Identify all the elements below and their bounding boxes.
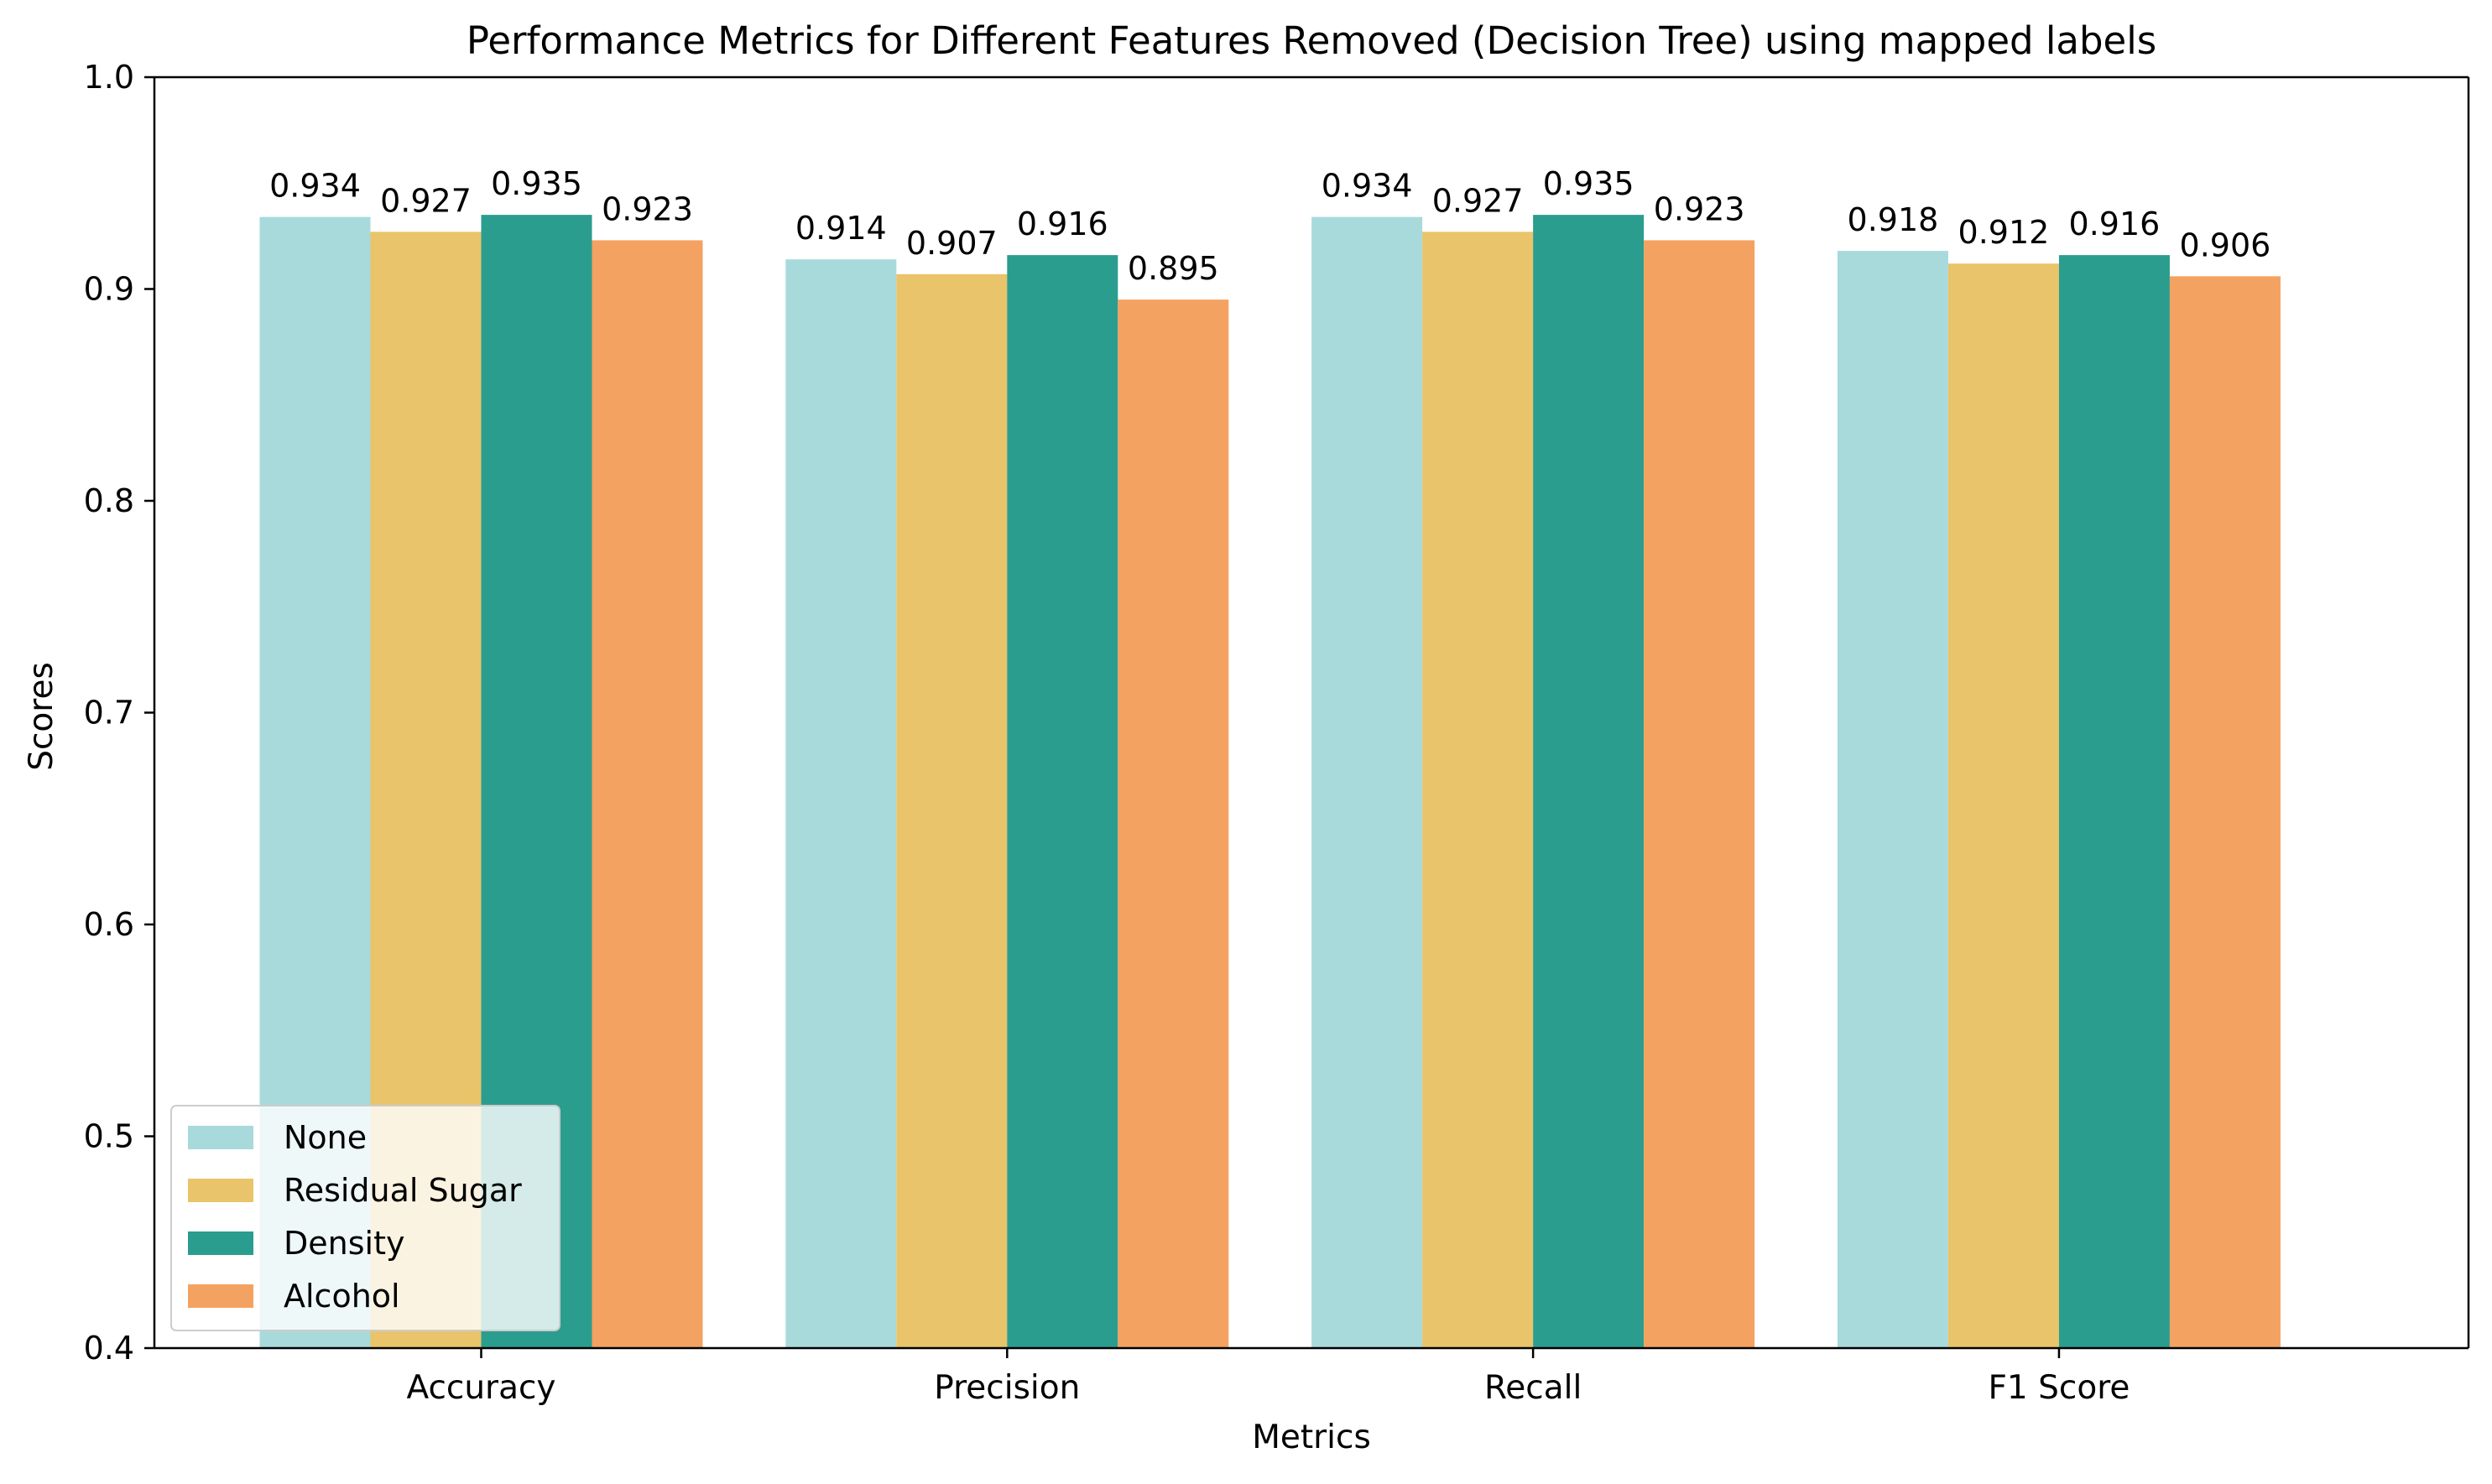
- bar-precision-density: [1007, 255, 1118, 1349]
- bar-f1-score-none: [1837, 251, 1948, 1348]
- x-tick-label: F1 Score: [1989, 1369, 2130, 1407]
- y-tick-label: 0.6: [84, 906, 134, 943]
- legend-box: [170, 1105, 560, 1331]
- x-tick-label: Recall: [1484, 1369, 1582, 1407]
- legend-label: Residual Sugar: [284, 1172, 522, 1209]
- legend-swatch: [188, 1126, 253, 1149]
- legend-label: None: [284, 1119, 367, 1156]
- bar-precision-alcohol: [1118, 299, 1229, 1348]
- data-label: 0.934: [1322, 168, 1413, 205]
- y-axis-title: Scores: [23, 662, 60, 771]
- y-tick-label: 0.9: [84, 271, 134, 308]
- y-tick-label: 1.0: [84, 59, 134, 96]
- legend-swatch: [188, 1231, 253, 1255]
- data-label: 0.916: [1017, 206, 1108, 242]
- bar-f1-score-alcohol: [2169, 276, 2281, 1349]
- data-label: 0.927: [380, 182, 472, 219]
- data-labels-layer: 0.934 0.927 0.935 0.923 0.914 0.907 0.916 0.895…: [269, 165, 2270, 287]
- y-tick-label: 0.7: [84, 695, 134, 732]
- data-label: 0.934: [269, 168, 361, 205]
- data-label: 0.895: [1128, 250, 1219, 287]
- bar-recall-density: [1533, 215, 1645, 1348]
- data-label: 0.906: [2180, 227, 2271, 263]
- bars-layer: [259, 215, 2281, 1349]
- x-tick-label: Precision: [934, 1369, 1080, 1407]
- data-label: 0.912: [1958, 214, 2050, 251]
- data-label: 0.923: [602, 190, 693, 227]
- bar-f1-score-density: [2058, 255, 2170, 1349]
- legend-swatch: [188, 1284, 253, 1308]
- bar-recall-alcohol: [1644, 240, 1755, 1348]
- data-label: 0.907: [906, 225, 998, 262]
- data-label: 0.918: [1848, 201, 1939, 238]
- chart-title: Performance Metrics for Different Featur…: [467, 18, 2156, 63]
- legend-label: Density: [284, 1225, 404, 1262]
- legend-swatch: [188, 1179, 253, 1202]
- legend: None Residual Sugar Density Alcohol: [170, 1105, 560, 1331]
- bar-accuracy-alcohol: [592, 240, 703, 1348]
- data-label: 0.927: [1432, 182, 1524, 219]
- data-label: 0.916: [2069, 206, 2161, 242]
- x-axis-title: Metrics: [1252, 1419, 1371, 1456]
- y-tick-label: 0.4: [84, 1330, 134, 1367]
- legend-label: Alcohol: [284, 1278, 400, 1315]
- bar-recall-residual-sugar: [1422, 232, 1534, 1349]
- bar-precision-none: [785, 259, 897, 1348]
- x-tick-label: Accuracy: [406, 1369, 555, 1407]
- y-tick-label: 0.8: [84, 482, 134, 519]
- y-tick-label: 0.5: [84, 1118, 134, 1155]
- axes-layer: 0.4 0.5 0.6 0.7 0.8 0.9 1.0 Accuracy Precision Re…: [84, 59, 2470, 1407]
- bar-f1-score-residual-sugar: [1947, 263, 2059, 1349]
- data-label: 0.935: [491, 165, 582, 202]
- data-label: 0.914: [795, 210, 887, 247]
- data-label: 0.935: [1543, 165, 1634, 202]
- data-label: 0.923: [1654, 190, 1745, 227]
- bar-recall-none: [1311, 216, 1423, 1348]
- bar-precision-residual-sugar: [896, 273, 1008, 1349]
